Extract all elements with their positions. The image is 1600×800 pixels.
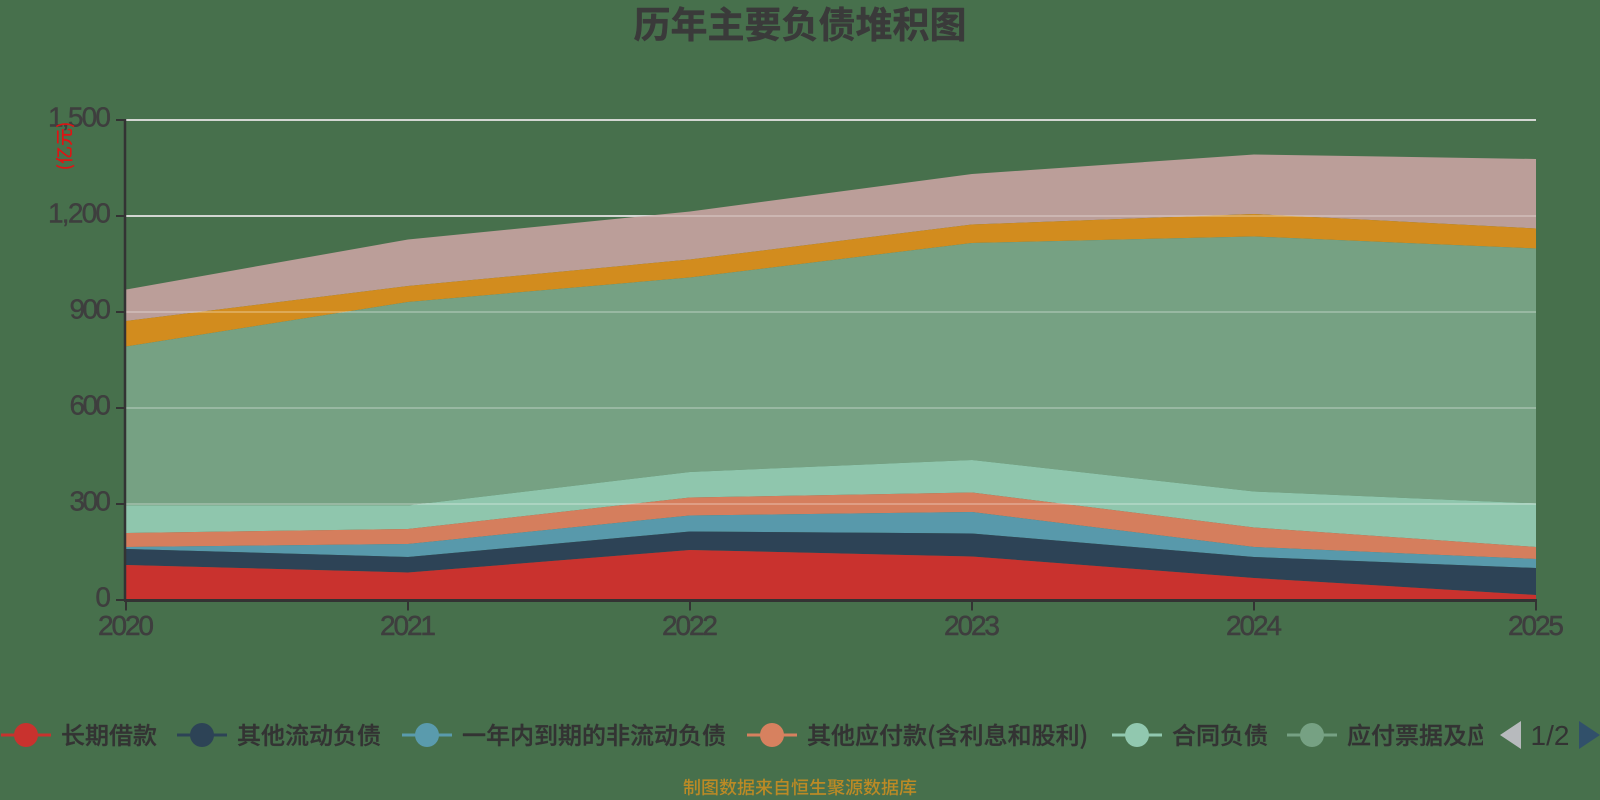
svg-text:2021: 2021	[380, 610, 436, 641]
svg-text:1,500: 1,500	[48, 102, 111, 133]
svg-text:0: 0	[95, 582, 111, 613]
svg-text:900: 900	[70, 294, 112, 325]
svg-text:1,200: 1,200	[48, 198, 111, 229]
svg-text:2025: 2025	[1508, 610, 1564, 641]
svg-text:2024: 2024	[1226, 610, 1282, 641]
svg-text:1/2: 1/2	[1531, 720, 1570, 751]
svg-text:300: 300	[70, 486, 112, 517]
svg-text:600: 600	[70, 390, 112, 421]
svg-text:2023: 2023	[944, 610, 1000, 641]
svg-text:2022: 2022	[662, 610, 718, 641]
svg-text:2020: 2020	[98, 610, 154, 641]
